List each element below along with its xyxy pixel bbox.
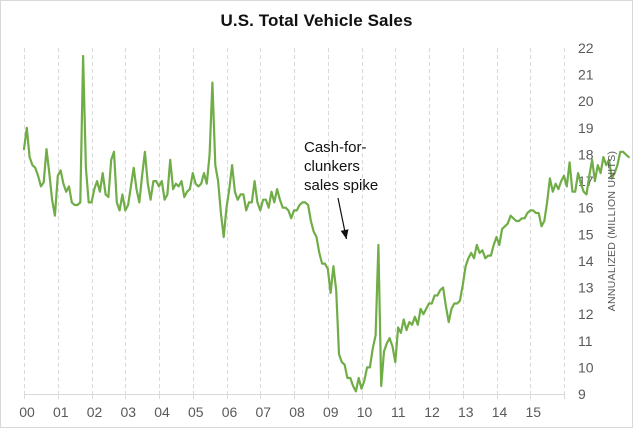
y-tick-label: 16: [578, 200, 594, 216]
x-tick-label: 10: [357, 404, 373, 420]
series-line: [22, 54, 630, 393]
x-tick-label: 13: [458, 404, 474, 420]
y-tick-label: 22: [578, 40, 594, 56]
x-tick-label: 05: [188, 404, 204, 420]
x-tick-label: 00: [19, 404, 35, 420]
y-tick-label: 9: [578, 386, 586, 402]
y-tick-label: 18: [578, 146, 594, 162]
x-tick-label: 14: [492, 404, 508, 420]
x-tick-label: 04: [154, 404, 170, 420]
x-axis: 00 01 02 03 04 05 06 07 08 09 10 11 12 13 14 15: [19, 394, 565, 420]
x-tick-label: 11: [391, 404, 406, 420]
annotation-text: sales spike: [304, 177, 378, 194]
x-tick-label: 06: [222, 404, 238, 420]
y-axis-label: ANNUALIZED (MILLION UNITS): [606, 151, 618, 312]
chart-title: U.S. Total Vehicle Sales: [220, 11, 413, 30]
annotation-text: Cash-for-: [304, 139, 367, 156]
x-tick-label: 01: [53, 404, 69, 420]
y-tick-label: 11: [578, 333, 593, 349]
y-tick-label: 19: [578, 120, 594, 136]
annotation-layer: Cash-for-clunkers sales spike: [304, 139, 378, 240]
y-tick-label: 10: [578, 359, 594, 375]
annotation-arrowhead-icon: [340, 229, 349, 239]
x-tick-label: 08: [289, 404, 305, 420]
y-tick-label: 21: [578, 67, 594, 83]
gridlines: [24, 48, 565, 394]
x-tick-label: 03: [120, 404, 136, 420]
y-tick-label: 12: [578, 306, 594, 322]
x-tick-label: 02: [87, 404, 103, 420]
series-layer: [22, 54, 630, 393]
x-tick-label: 07: [255, 404, 271, 420]
x-tick-label: 12: [424, 404, 440, 420]
y-tick-label: 14: [578, 253, 594, 269]
annotation-text: clunkers: [304, 158, 360, 175]
x-tick-label: 15: [525, 404, 541, 420]
y-tick-label: 13: [578, 280, 594, 296]
y-tick-label: 20: [578, 93, 594, 109]
y-tick-label: 15: [578, 226, 594, 242]
x-tick-label: 09: [323, 404, 339, 420]
